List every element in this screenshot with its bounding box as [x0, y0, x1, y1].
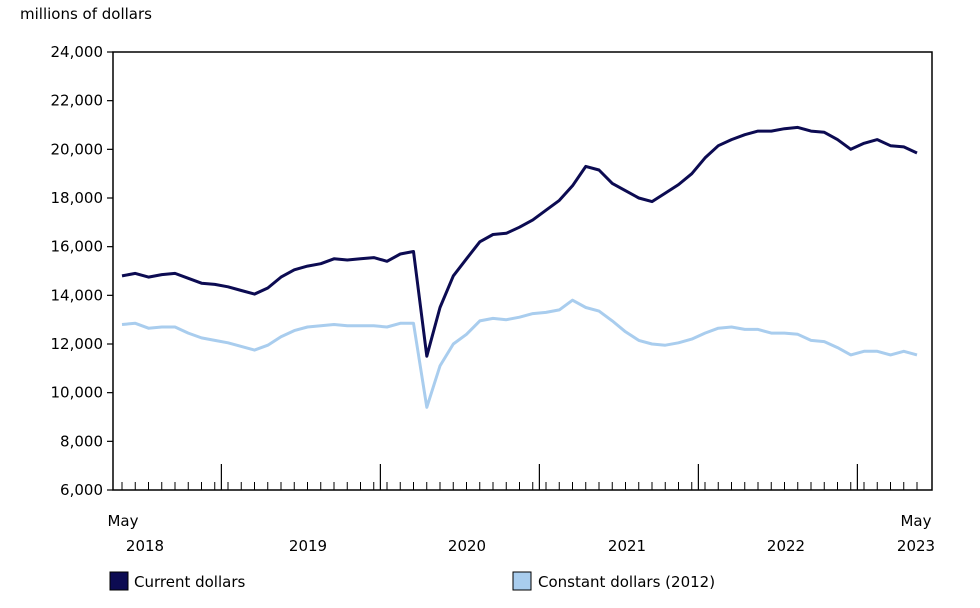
- series-line-constant-dollars: [121, 298, 918, 409]
- y-tick-label: 8,000: [60, 432, 103, 450]
- y-tick-label: 20,000: [51, 140, 104, 158]
- legend: Current dollars Constant dollars (2012): [109, 571, 715, 591]
- legend-swatch: [109, 571, 129, 591]
- y-tick-label: 16,000: [51, 238, 104, 256]
- legend-label: Current dollars: [134, 573, 245, 591]
- y-tick-label: 14,000: [51, 286, 104, 304]
- x-year-label: 2020: [448, 537, 486, 555]
- y-tick-label: 12,000: [51, 335, 104, 353]
- series-line-current-dollars: [121, 125, 918, 358]
- x-year-label: 2019: [289, 537, 327, 555]
- plot-area-frame: [112, 51, 933, 491]
- y-unit-label: millions of dollars: [20, 5, 152, 23]
- legend-swatch: [512, 571, 532, 591]
- y-tick-label: 18,000: [51, 189, 104, 207]
- x-year-label: 2021: [608, 537, 646, 555]
- x-year-label: 2023: [897, 537, 935, 555]
- x-end-month-label: May: [900, 512, 931, 530]
- x-year-label: 2022: [767, 537, 805, 555]
- x-start-month-label: May: [107, 512, 138, 530]
- y-tick-label: 22,000: [51, 92, 104, 110]
- x-year-label: 2018: [126, 537, 164, 555]
- x-axis: May May 2018 2019 2020 2021 2022 2023: [107, 464, 935, 555]
- legend-label: Constant dollars (2012): [538, 573, 715, 591]
- y-tick-label: 24,000: [51, 43, 104, 61]
- y-tick-label: 6,000: [60, 481, 103, 499]
- series-group: [121, 125, 918, 409]
- y-tick-label: 10,000: [51, 384, 104, 402]
- y-axis: 6,000 8,000 10,000 12,000 14,000 16,000 18,000…: [51, 43, 113, 499]
